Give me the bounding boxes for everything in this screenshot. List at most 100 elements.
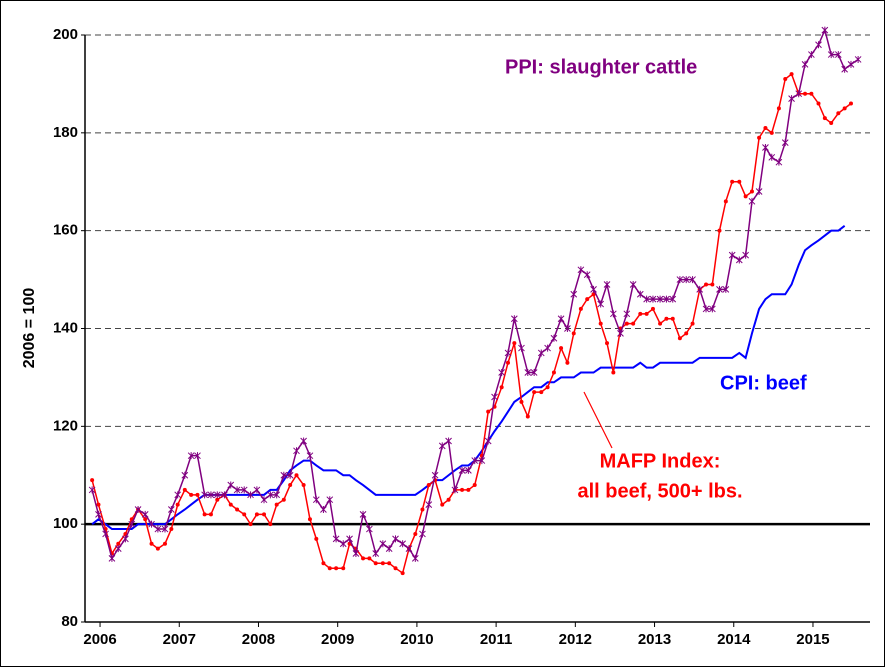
point xyxy=(605,341,610,346)
point xyxy=(629,280,637,288)
point xyxy=(95,510,102,518)
point xyxy=(664,316,669,321)
point xyxy=(735,256,743,264)
point xyxy=(195,492,200,497)
point xyxy=(108,554,116,562)
point xyxy=(341,566,346,571)
point xyxy=(411,554,419,562)
point xyxy=(624,321,629,326)
point xyxy=(440,502,445,507)
point xyxy=(539,390,544,395)
point xyxy=(247,491,254,499)
point xyxy=(590,285,597,293)
point xyxy=(658,321,663,326)
point xyxy=(366,525,373,533)
point xyxy=(148,520,155,528)
point xyxy=(801,60,809,68)
point xyxy=(327,566,332,571)
point xyxy=(789,72,794,77)
x-tick-label: 2012 xyxy=(559,631,592,648)
point xyxy=(334,566,339,571)
point xyxy=(815,41,822,49)
point xyxy=(834,51,842,59)
point xyxy=(141,510,149,518)
point xyxy=(208,512,213,517)
point xyxy=(221,491,228,499)
point xyxy=(710,282,715,287)
point xyxy=(175,502,180,507)
point xyxy=(775,158,783,166)
point xyxy=(425,501,433,509)
point xyxy=(518,344,525,352)
x-tick-label: 2008 xyxy=(242,631,275,648)
point xyxy=(312,496,320,504)
point xyxy=(730,179,735,184)
point xyxy=(379,540,387,548)
point xyxy=(737,179,742,184)
point xyxy=(420,507,425,512)
annotation: MAFP Index: xyxy=(600,450,721,472)
point xyxy=(346,535,353,543)
x-tick-label: 2011 xyxy=(480,631,513,648)
point xyxy=(426,483,431,488)
point xyxy=(400,571,405,576)
point xyxy=(286,471,294,479)
y-tick-label: 80 xyxy=(61,613,78,630)
point xyxy=(836,111,841,116)
point xyxy=(578,306,583,311)
point xyxy=(611,370,616,375)
point xyxy=(460,487,465,492)
point xyxy=(643,295,650,303)
point xyxy=(215,497,220,502)
point xyxy=(267,491,274,499)
point xyxy=(413,531,418,536)
point xyxy=(636,290,644,298)
point xyxy=(728,251,736,259)
point xyxy=(809,91,814,96)
point xyxy=(696,285,704,293)
x-tick-label: 2010 xyxy=(400,631,433,648)
y-axis-label: 2006 = 100 xyxy=(21,288,38,369)
point xyxy=(116,541,121,546)
point xyxy=(189,492,194,497)
point xyxy=(161,525,169,533)
point xyxy=(827,51,835,59)
point xyxy=(154,525,162,533)
point xyxy=(709,305,716,313)
point xyxy=(242,512,247,517)
point xyxy=(763,125,768,130)
point xyxy=(122,535,129,543)
point xyxy=(339,540,347,548)
point xyxy=(274,502,279,507)
point xyxy=(96,502,101,507)
point xyxy=(182,487,187,492)
point xyxy=(670,316,675,321)
x-tick-label: 2006 xyxy=(83,631,116,648)
point xyxy=(233,486,241,494)
point xyxy=(90,478,95,483)
point xyxy=(228,502,233,507)
point xyxy=(822,116,827,121)
point xyxy=(268,522,273,527)
y-tick-label: 200 xyxy=(53,26,78,43)
point xyxy=(451,486,459,494)
x-tick-label: 2013 xyxy=(638,631,671,648)
point xyxy=(499,385,504,390)
point xyxy=(842,106,847,111)
point xyxy=(631,321,636,326)
y-tick-label: 100 xyxy=(53,515,78,532)
point xyxy=(361,556,366,561)
point xyxy=(545,385,550,390)
point xyxy=(788,95,795,103)
point xyxy=(253,486,261,494)
point xyxy=(512,341,517,346)
point xyxy=(293,447,300,455)
point xyxy=(795,90,803,98)
point xyxy=(617,329,624,337)
point xyxy=(847,60,855,68)
point xyxy=(650,306,655,311)
point xyxy=(248,522,253,527)
point xyxy=(577,266,585,274)
annotation: all beef, 500+ lbs. xyxy=(577,480,742,502)
